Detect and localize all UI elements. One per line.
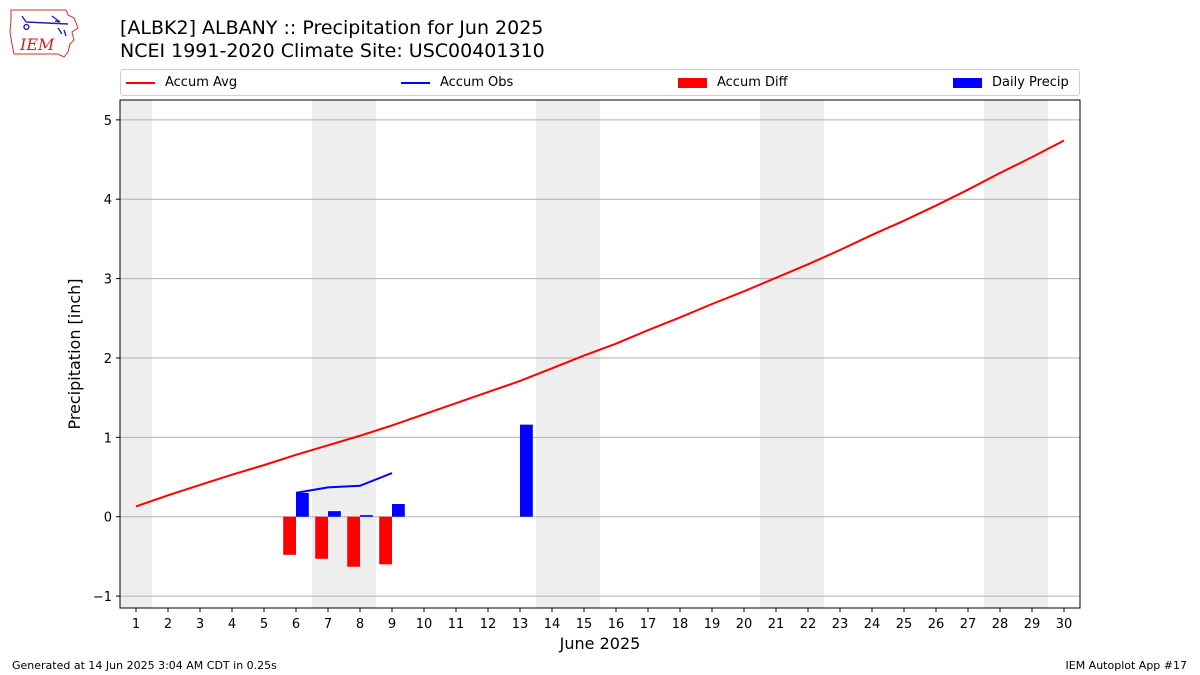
legend: Accum Avg Accum Obs Accum Diff Daily Pre… — [120, 69, 1080, 96]
x-tick-label-14: 14 — [544, 617, 561, 632]
x-tick-label-8: 8 — [356, 617, 364, 632]
x-tick-label-24: 24 — [864, 617, 881, 632]
x-tick-label-11: 11 — [448, 617, 465, 632]
bar-daily-precip-day-8 — [360, 515, 373, 517]
y-tick-label-0: 0 — [104, 511, 112, 526]
bar-accum-diff-day-8 — [347, 516, 360, 567]
x-tick-label-19: 19 — [704, 617, 721, 632]
chart-subtitle: NCEI 1991-2020 Climate Site: USC00401310 — [120, 40, 545, 62]
x-tick-label-1: 1 — [132, 617, 140, 632]
weekend-band-5 — [984, 100, 1048, 608]
x-tick-label-15: 15 — [576, 617, 593, 632]
bar-accum-diff-day-6 — [283, 516, 296, 555]
legend-item-accum-avg: Accum Avg — [126, 70, 237, 95]
legend-item-daily-precip: Daily Precip — [953, 70, 1069, 95]
bars — [283, 424, 533, 567]
x-axis-label: June 2025 — [559, 634, 641, 653]
x-tick-label-25: 25 — [896, 617, 913, 632]
line-accum-obs — [295, 472, 393, 494]
bar-daily-precip-day-7 — [328, 511, 341, 517]
legend-swatch-accum-diff — [678, 77, 707, 88]
legend-label-accum-avg: Accum Avg — [165, 75, 238, 90]
iem-logo-text: IEM — [19, 35, 55, 54]
x-tick-label-12: 12 — [480, 617, 497, 632]
x-tick-label-6: 6 — [292, 617, 300, 632]
x-tick-label-2: 2 — [164, 617, 172, 632]
x-tick-label-22: 22 — [800, 617, 817, 632]
bar-daily-precip-day-9 — [392, 504, 405, 517]
bar-accum-diff-day-9 — [379, 516, 392, 565]
legend-label-accum-diff: Accum Diff — [717, 75, 788, 90]
x-tick-label-18: 18 — [672, 617, 689, 632]
y-axis-ticks: −1 0 1 2 3 4 5 — [93, 114, 120, 605]
x-tick-label-17: 17 — [640, 617, 657, 632]
weekend-band-1 — [120, 100, 152, 608]
x-tick-label-28: 28 — [992, 617, 1009, 632]
x-tick-label-20: 20 — [736, 617, 753, 632]
chart-title: [ALBK2] ALBANY :: Precipitation for Jun … — [120, 17, 544, 39]
y-tick-label-3: 3 — [104, 273, 112, 288]
y-gridlines — [120, 119, 1080, 597]
legend-label-daily-precip: Daily Precip — [992, 75, 1069, 90]
y-tick-label-2: 2 — [104, 352, 112, 367]
y-axis-label: Precipitation [inch] — [65, 278, 84, 429]
y-tick-label-4: 4 — [104, 193, 112, 208]
y-tick-label-5: 5 — [104, 114, 112, 129]
legend-swatch-daily-precip — [953, 77, 982, 88]
legend-item-accum-obs: Accum Obs — [401, 70, 513, 95]
x-tick-label-5: 5 — [260, 617, 268, 632]
x-tick-label-9: 9 — [388, 617, 396, 632]
legend-item-accum-diff: Accum Diff — [678, 70, 788, 95]
legend-swatch-accum-obs — [401, 81, 430, 84]
x-tick-label-21: 21 — [768, 617, 785, 632]
bar-daily-precip-day-13 — [520, 424, 533, 517]
x-tick-label-4: 4 — [228, 617, 236, 632]
line-accum-avg — [135, 139, 1065, 508]
x-tick-label-16: 16 — [608, 617, 625, 632]
legend-swatch-accum-avg — [126, 81, 155, 84]
y-tick-label-1: 1 — [104, 431, 112, 446]
weekend-band-4 — [760, 100, 824, 608]
x-tick-label-27: 27 — [960, 617, 977, 632]
x-tick-label-23: 23 — [832, 617, 849, 632]
x-tick-label-29: 29 — [1024, 617, 1041, 632]
x-tick-label-26: 26 — [928, 617, 945, 632]
series-lines — [135, 139, 1065, 508]
iem-logo: IEM — [9, 9, 79, 58]
bar-daily-precip-day-6 — [296, 492, 309, 517]
x-tick-label-3: 3 — [196, 617, 204, 632]
x-tick-label-10: 10 — [416, 617, 433, 632]
legend-label-accum-obs: Accum Obs — [440, 75, 514, 90]
x-tick-label-13: 13 — [512, 617, 529, 632]
footer-app: IEM Autoplot App #17 — [1065, 659, 1188, 672]
footer-generated: Generated at 14 Jun 2025 3:04 AM CDT in … — [12, 659, 277, 672]
plot-frame — [119, 99, 1081, 609]
x-tick-label-7: 7 — [324, 617, 332, 632]
x-tick-label-30: 30 — [1056, 617, 1073, 632]
weekend-shading — [120, 100, 1048, 608]
bar-accum-diff-day-7 — [315, 516, 328, 559]
x-axis-ticks: 1 2 3 4 5 6 7 8 9 10 11 12 13 14 15 16 17 18 19 20 21 22 23 24 2… — [132, 608, 1072, 632]
y-tick-label--1: −1 — [93, 590, 112, 605]
